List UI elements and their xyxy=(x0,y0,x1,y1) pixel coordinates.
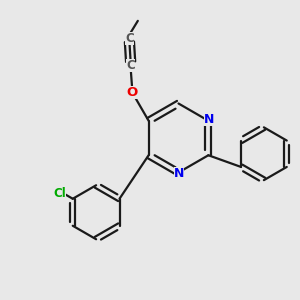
Text: Cl: Cl xyxy=(53,187,66,200)
Text: O: O xyxy=(127,86,138,99)
Text: N: N xyxy=(204,113,214,126)
Text: C: C xyxy=(126,59,135,72)
Text: C: C xyxy=(125,32,134,45)
Text: N: N xyxy=(174,167,184,180)
